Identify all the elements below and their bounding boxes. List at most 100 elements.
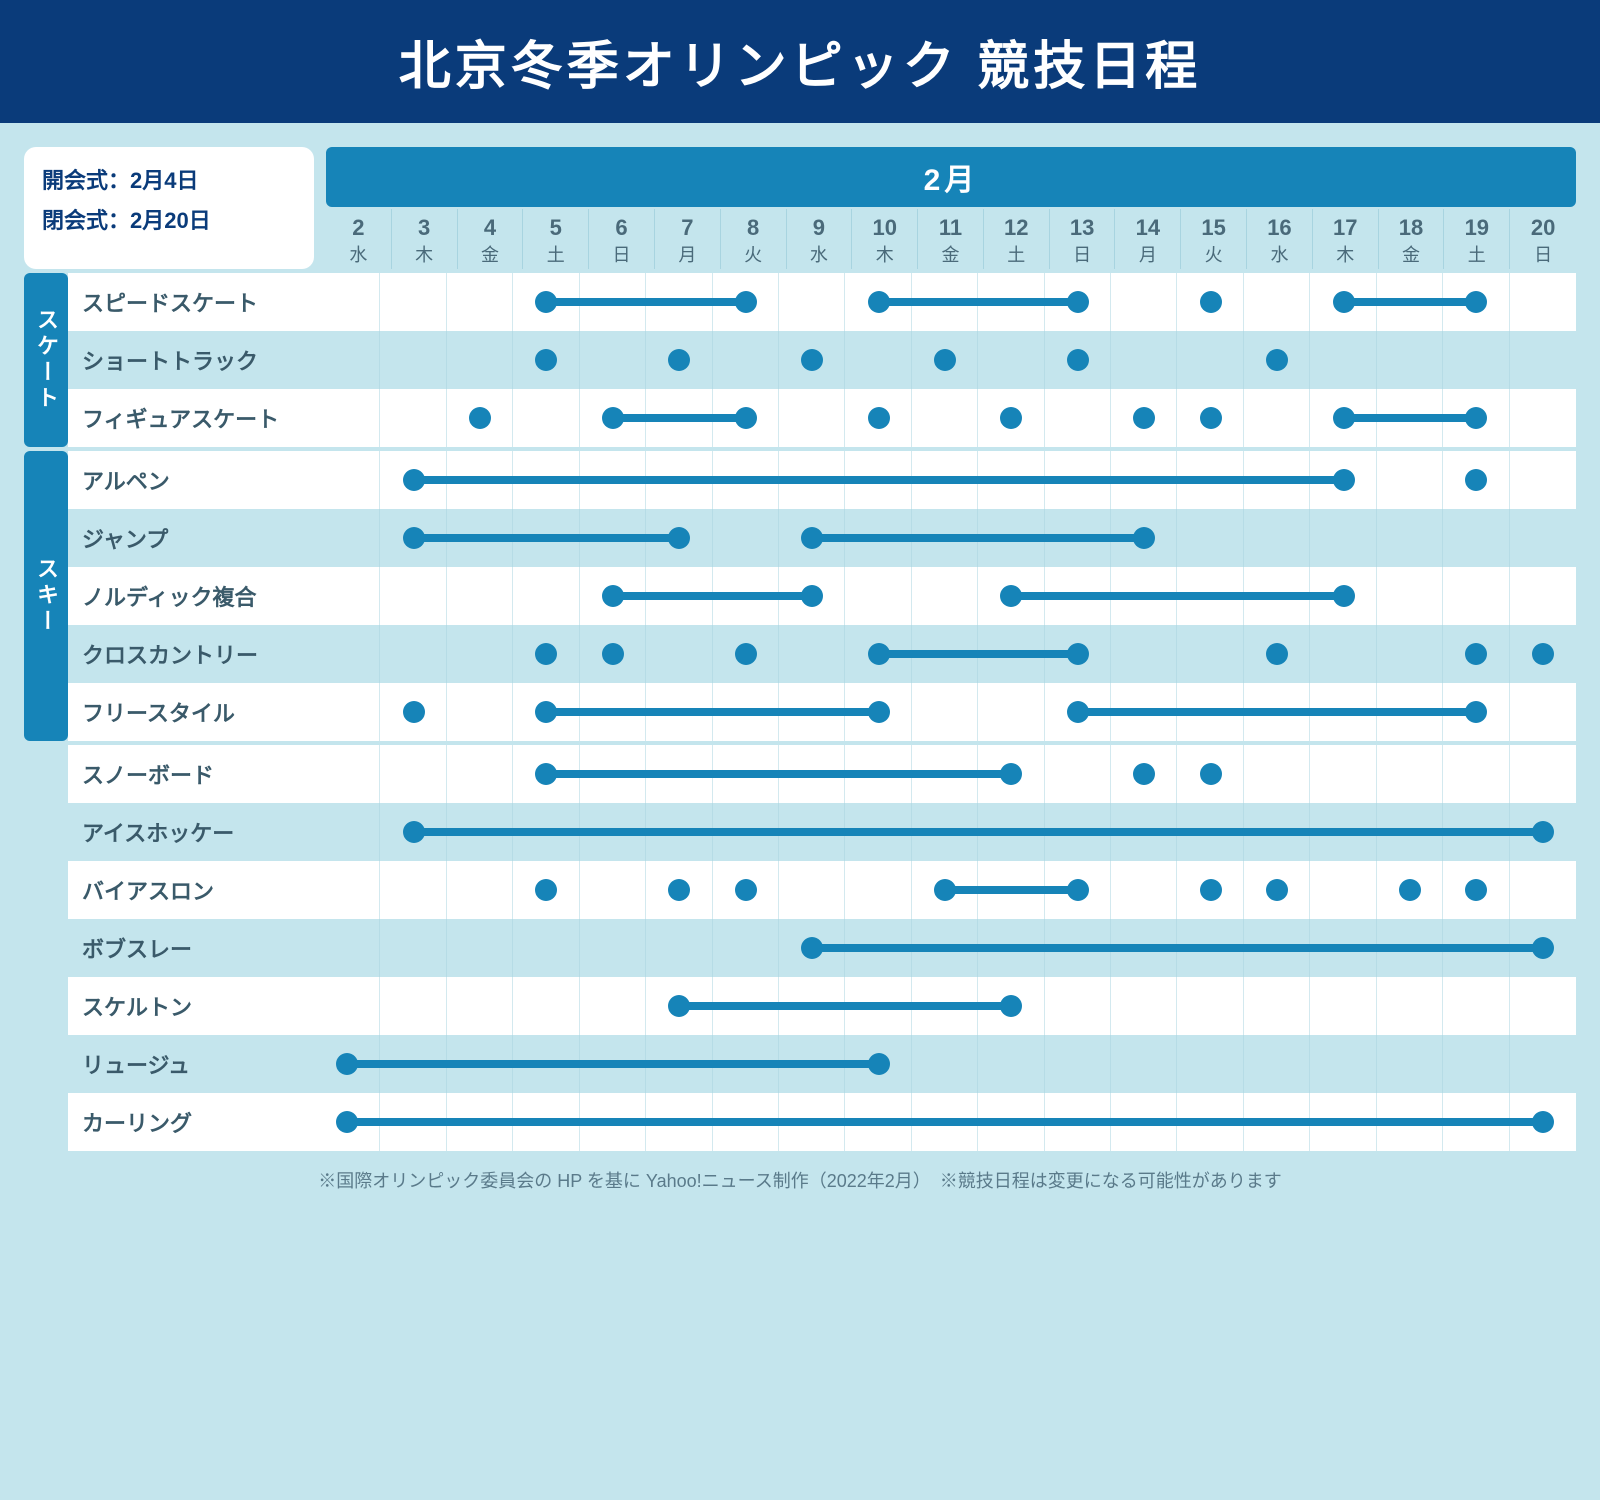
day-number: 14 bbox=[1115, 215, 1180, 241]
schedule-dot bbox=[801, 937, 823, 959]
schedule-dot bbox=[602, 585, 624, 607]
schedule-dot bbox=[1532, 821, 1554, 843]
day-number: 5 bbox=[523, 215, 588, 241]
sport-row: フリースタイル bbox=[68, 683, 1576, 741]
schedule-segment bbox=[879, 298, 1078, 306]
day-cell: 5土 bbox=[523, 209, 589, 269]
schedule-segment bbox=[546, 708, 878, 716]
schedule-segment bbox=[613, 414, 746, 422]
day-cell: 10木 bbox=[852, 209, 918, 269]
sport-label: リュージュ bbox=[68, 1035, 314, 1093]
header-row: 開会式：2月4日 閉会式：2月20日 2月 2水3木4金5土6日7月8火9水10… bbox=[24, 147, 1576, 269]
day-cell: 6日 bbox=[589, 209, 655, 269]
schedule-dot bbox=[535, 349, 557, 371]
day-cell: 4金 bbox=[458, 209, 524, 269]
schedule-dot bbox=[1532, 937, 1554, 959]
day-cell: 7月 bbox=[655, 209, 721, 269]
schedule-dot bbox=[1133, 527, 1155, 549]
day-cell: 15火 bbox=[1181, 209, 1247, 269]
day-number: 7 bbox=[655, 215, 720, 241]
schedule-dot bbox=[735, 879, 757, 901]
day-weekday: 金 bbox=[918, 241, 983, 267]
days-row: 2水3木4金5土6日7月8火9水10木11金12土13日14月15火16水17木… bbox=[326, 209, 1576, 269]
schedule-dot bbox=[1465, 701, 1487, 723]
schedule-dot bbox=[868, 291, 890, 313]
schedule-dot bbox=[1200, 291, 1222, 313]
group-label: スキー bbox=[24, 451, 68, 741]
day-weekday: 火 bbox=[1181, 241, 1246, 267]
day-weekday: 日 bbox=[1050, 241, 1115, 267]
schedule-infographic: 北京冬季オリンピック 競技日程 開会式：2月4日 閉会式：2月20日 2月 2水… bbox=[0, 0, 1600, 1247]
schedule-dot bbox=[1333, 407, 1355, 429]
day-number: 3 bbox=[392, 215, 457, 241]
day-number: 4 bbox=[458, 215, 523, 241]
sport-label: カーリング bbox=[68, 1093, 314, 1151]
day-weekday: 金 bbox=[458, 241, 523, 267]
schedule-dot bbox=[1465, 291, 1487, 313]
sport-label: フィギュアスケート bbox=[68, 389, 314, 447]
sport-label: フリースタイル bbox=[68, 683, 314, 741]
schedule-dot bbox=[336, 1111, 358, 1133]
schedule-dot bbox=[1067, 701, 1089, 723]
schedule-segment bbox=[414, 476, 1344, 484]
group-rows: スピードスケートショートトラックフィギュアスケート bbox=[68, 273, 1576, 447]
schedule-dot bbox=[403, 469, 425, 491]
schedule-dot bbox=[1266, 643, 1288, 665]
day-cell: 8火 bbox=[721, 209, 787, 269]
schedule-dot bbox=[1465, 643, 1487, 665]
sport-row: バイアスロン bbox=[68, 861, 1576, 919]
sport-label: ショートトラック bbox=[68, 331, 314, 389]
schedule-dot bbox=[1000, 407, 1022, 429]
sport-label: バイアスロン bbox=[68, 861, 314, 919]
day-weekday: 木 bbox=[392, 241, 457, 267]
sport-row: アルペン bbox=[68, 451, 1576, 509]
closing-ceremony: 閉会式：2月20日 bbox=[42, 201, 296, 241]
schedule-dot bbox=[1200, 407, 1222, 429]
sport-row: クロスカントリー bbox=[68, 625, 1576, 683]
sport-group: スノーボードアイスホッケーバイアスロンボブスレースケルトンリュージュカーリング bbox=[24, 745, 1576, 1151]
timeline bbox=[314, 1035, 1576, 1093]
schedule-dot bbox=[1000, 763, 1022, 785]
page-title: 北京冬季オリンピック 競技日程 bbox=[0, 0, 1600, 123]
schedule-segment bbox=[679, 1002, 1011, 1010]
day-cell: 3木 bbox=[392, 209, 458, 269]
schedule-dot bbox=[1333, 469, 1355, 491]
schedule-dot bbox=[403, 821, 425, 843]
schedule-dot bbox=[1465, 407, 1487, 429]
schedule-dot bbox=[1333, 585, 1355, 607]
schedule-dot bbox=[668, 995, 690, 1017]
day-weekday: 土 bbox=[523, 241, 588, 267]
day-weekday: 土 bbox=[984, 241, 1049, 267]
schedule-dot bbox=[934, 349, 956, 371]
day-number: 2 bbox=[326, 215, 391, 241]
schedule-grid: スケートスピードスケートショートトラックフィギュアスケートスキーアルペンジャンプ… bbox=[24, 273, 1576, 1151]
schedule-segment bbox=[414, 534, 680, 542]
day-cell: 12土 bbox=[984, 209, 1050, 269]
timeline bbox=[314, 625, 1576, 683]
schedule-dot bbox=[1133, 407, 1155, 429]
schedule-dot bbox=[668, 879, 690, 901]
schedule-segment bbox=[613, 592, 812, 600]
day-weekday: 火 bbox=[721, 241, 786, 267]
schedule-dot bbox=[1067, 643, 1089, 665]
schedule-dot bbox=[735, 643, 757, 665]
schedule-segment bbox=[945, 886, 1078, 894]
day-number: 13 bbox=[1050, 215, 1115, 241]
opening-ceremony: 開会式：2月4日 bbox=[42, 161, 296, 201]
sport-row: リュージュ bbox=[68, 1035, 1576, 1093]
day-cell: 19土 bbox=[1444, 209, 1510, 269]
schedule-dot bbox=[735, 291, 757, 313]
day-number: 8 bbox=[721, 215, 786, 241]
sport-row: スケルトン bbox=[68, 977, 1576, 1035]
ceremony-box: 開会式：2月4日 閉会式：2月20日 bbox=[24, 147, 314, 269]
schedule-dot bbox=[1000, 585, 1022, 607]
sport-label: クロスカントリー bbox=[68, 625, 314, 683]
day-weekday: 日 bbox=[1510, 241, 1576, 267]
schedule-dot bbox=[1532, 1111, 1554, 1133]
day-weekday: 水 bbox=[326, 241, 391, 267]
schedule-segment bbox=[347, 1118, 1543, 1126]
footnote: ※国際オリンピック委員会の HP を基に Yahoo!ニュース制作（2022年2… bbox=[24, 1167, 1576, 1193]
day-cell: 16水 bbox=[1247, 209, 1313, 269]
schedule-dot bbox=[868, 701, 890, 723]
sport-label: ノルディック複合 bbox=[68, 567, 314, 625]
